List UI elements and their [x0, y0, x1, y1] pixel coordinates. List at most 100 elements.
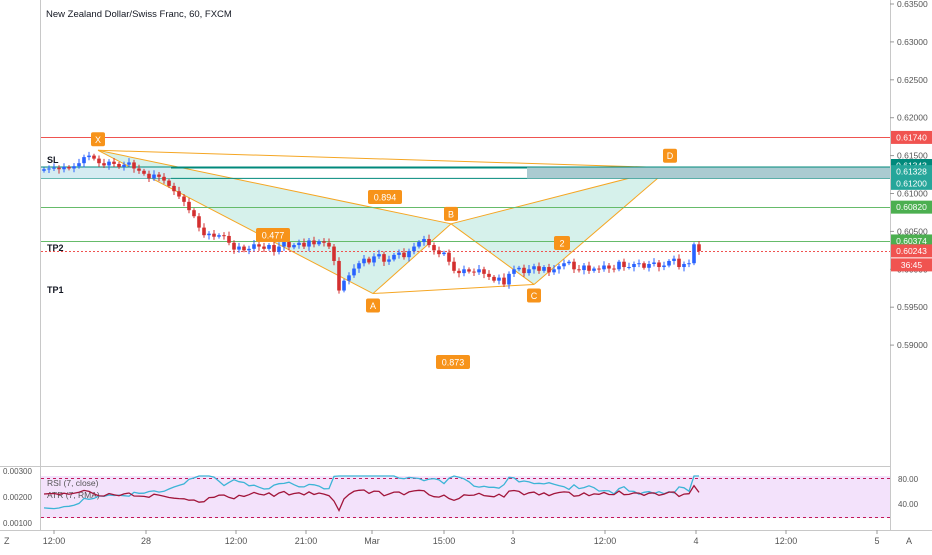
candle-up — [297, 242, 301, 246]
pattern-xab-fill — [98, 150, 451, 294]
candle-up — [557, 266, 561, 270]
rsi-line — [43, 484, 700, 512]
pattern-bcd-fill — [451, 167, 670, 285]
pattern-leg — [97, 149, 671, 169]
candle-up — [497, 277, 501, 281]
point-b-label[interactable]: B — [448, 209, 454, 219]
price-tag-bg — [891, 244, 932, 258]
candle-up — [377, 254, 381, 257]
harmonic-pattern[interactable] — [97, 149, 671, 295]
candle-up — [507, 273, 511, 285]
candle-up — [682, 263, 686, 268]
point-x-label[interactable]: X — [95, 135, 101, 145]
candle-up — [442, 252, 446, 255]
price-tag-bg — [891, 176, 932, 190]
candle-down — [192, 210, 196, 217]
candle-down — [157, 174, 161, 177]
candle-up — [692, 244, 696, 264]
candle-down — [642, 263, 646, 268]
point-d-label[interactable]: D — [667, 151, 674, 161]
sl-level-label: SL — [47, 155, 59, 165]
ratio-ac-label[interactable]: 0.873 — [442, 358, 465, 368]
time-tick-label: 12:00 — [775, 536, 798, 546]
atr-tick-0: 0.00300 — [3, 467, 32, 476]
point-d-label-bg — [663, 148, 677, 163]
candle-up — [527, 269, 531, 274]
price-tick-label: 0.59000 — [897, 340, 928, 350]
candle-up — [42, 169, 46, 171]
time-tick-label: 12:00 — [225, 536, 248, 546]
ratio-xb-label[interactable]: 0.477 — [262, 231, 285, 241]
candle-up — [267, 245, 271, 249]
candle-up — [352, 268, 356, 276]
point-x-label-bg — [91, 132, 105, 147]
candle-down — [337, 260, 341, 291]
time-axis[interactable]: Z A 12:00 28 12:00 21:00 Mar 15:00 3 12:00 4 12:0… — [4, 530, 912, 546]
atr-label: ATR (7, RMA) — [47, 490, 100, 500]
candle-down — [577, 269, 581, 271]
price-tag-label: 0.60243 — [896, 246, 927, 256]
ratio-bd-label[interactable]: 2 — [559, 239, 564, 249]
candle-down — [162, 176, 166, 181]
candle-down — [657, 262, 661, 268]
candle-up — [592, 268, 596, 271]
time-tick-label: 21:00 — [295, 536, 318, 546]
ratio-xd-label-bg — [368, 190, 402, 204]
candle-up — [647, 263, 651, 268]
zone-left-fill — [41, 167, 171, 179]
candle-up — [47, 168, 51, 170]
candle-down — [612, 268, 616, 270]
candle-up — [362, 258, 366, 264]
candle-down — [57, 167, 61, 170]
candle-up — [357, 263, 361, 269]
rsi-band — [41, 476, 890, 518]
rsi-tick-40: 40.00 — [898, 500, 919, 509]
time-tick-label: 5 — [874, 536, 879, 546]
point-c-label[interactable]: C — [531, 291, 538, 301]
candle-down — [137, 168, 141, 171]
point-a-label[interactable]: A — [370, 301, 376, 311]
candle-down — [197, 216, 201, 228]
pattern-leg — [450, 223, 535, 285]
candle-down — [312, 240, 316, 245]
price-tick-label: 0.62000 — [897, 113, 928, 123]
candle-up — [397, 252, 401, 255]
candle-down — [607, 265, 611, 269]
price-tick-label: 0.59500 — [897, 302, 928, 312]
candle-down — [432, 245, 436, 251]
candle-down — [177, 191, 181, 197]
auto-scale-button[interactable]: A — [906, 536, 912, 546]
indicator-pane[interactable]: RSI (7, close) ATR (7, RMA) 0.00300 0.00… — [3, 467, 919, 528]
timezone-button[interactable]: Z — [4, 536, 10, 546]
candle-down — [697, 244, 701, 252]
candle-down — [232, 242, 236, 250]
time-tick-label: 4 — [693, 536, 698, 546]
candle-down — [287, 242, 291, 248]
candle-down — [147, 173, 151, 179]
ratio-xd-label[interactable]: 0.894 — [374, 193, 397, 203]
price-tick-label: 0.62500 — [897, 75, 928, 85]
time-tick-label: 12:00 — [43, 536, 66, 546]
pattern-labels[interactable]: X A B C D 0.894 0.477 2 0.873 — [91, 132, 677, 369]
candle-up — [542, 267, 546, 271]
ratio-xb-label-bg — [256, 228, 290, 242]
price-tag-bg — [891, 234, 932, 248]
candle-up — [637, 263, 641, 265]
candle-up — [307, 240, 311, 247]
atr-line — [43, 475, 699, 510]
candle-up — [122, 164, 126, 167]
candle-down — [547, 267, 551, 273]
candle-up — [632, 263, 636, 268]
pattern-leg — [372, 223, 452, 294]
ratio-ac-label-bg — [436, 355, 470, 369]
candle-down — [257, 244, 261, 247]
candle-down — [492, 276, 496, 281]
candlestick-series — [42, 151, 701, 294]
price-levels[interactable]: SL TP2 TP1 — [41, 137, 890, 296]
candle-up — [392, 254, 396, 260]
candle-down — [182, 196, 186, 202]
price-tag-label: 0.61200 — [896, 178, 927, 188]
candle-down — [302, 242, 306, 247]
candle-up — [277, 246, 281, 252]
